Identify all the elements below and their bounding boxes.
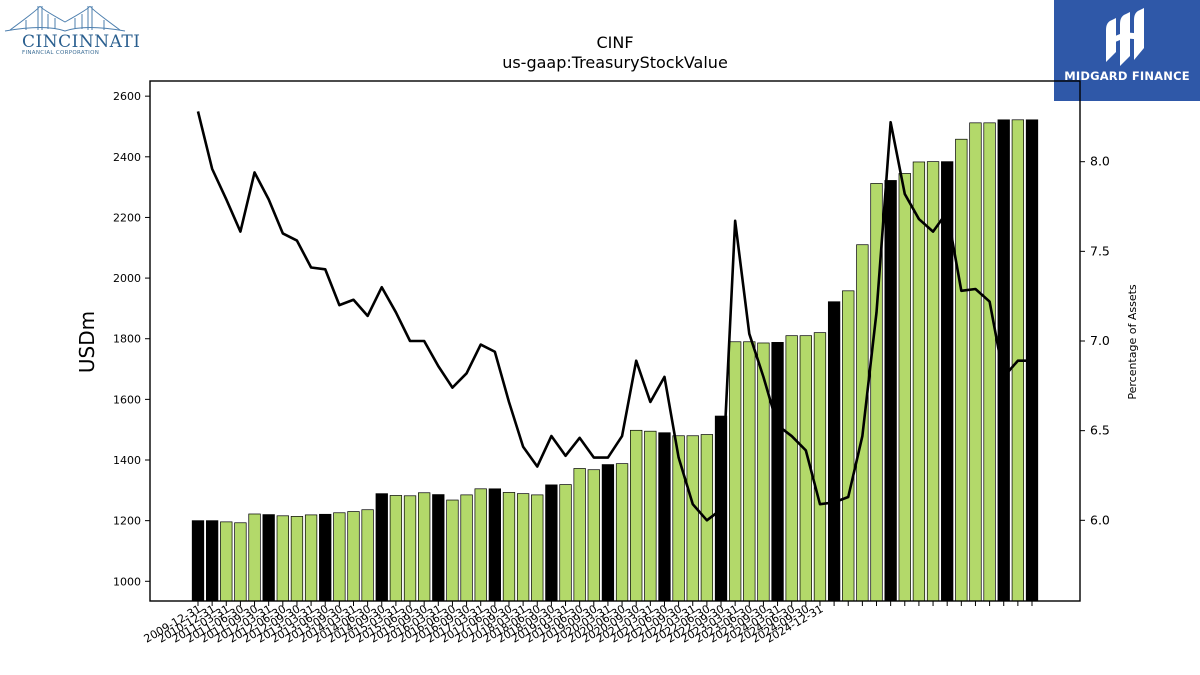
bar (234, 522, 247, 602)
bar (644, 430, 657, 602)
bar (573, 468, 586, 602)
bar (615, 463, 629, 602)
bar (630, 429, 643, 602)
bar (403, 495, 417, 602)
bar (827, 301, 841, 602)
bar (347, 511, 360, 602)
company-subtitle: FINANCIAL CORPORATION (22, 50, 100, 56)
bar (884, 180, 897, 602)
y-tick-label: 1200 (113, 515, 141, 528)
bar (587, 469, 600, 602)
bar (375, 493, 388, 602)
bar (446, 499, 459, 602)
bar (658, 432, 671, 602)
bar (191, 520, 205, 602)
chart-subtitle: us-gaap:TreasuryStockValue (502, 53, 728, 72)
bar (220, 521, 233, 602)
plot-frame (149, 80, 1081, 602)
bar (205, 520, 219, 602)
y-tick-label: 2400 (113, 151, 141, 164)
bar (418, 492, 431, 602)
y2-tick-label: 6.5 (1090, 423, 1110, 438)
y-tick-label: 2000 (113, 272, 141, 285)
bar (389, 495, 403, 602)
bar (559, 484, 572, 602)
bar (686, 435, 699, 602)
y-tick-label: 2200 (113, 211, 141, 224)
y2-tick-label: 7.5 (1090, 243, 1110, 258)
bar (898, 173, 911, 602)
company-name: CINCINNATI (22, 32, 141, 52)
bar (729, 341, 742, 602)
bar (516, 493, 530, 602)
bar (460, 494, 473, 602)
bar (912, 161, 926, 602)
bar (771, 342, 784, 602)
bar (304, 514, 318, 602)
y2-tick-label: 8.0 (1090, 154, 1110, 169)
bar (432, 494, 445, 602)
bar (361, 509, 374, 602)
y-tick-label: 1400 (113, 454, 141, 467)
bridge-icon (4, 5, 126, 32)
midgard-emblem-icon (1106, 8, 1144, 66)
midgard-finance-logo: MIDGARD FINANCE (1054, 0, 1200, 101)
bar (842, 290, 855, 602)
chart-title: CINF (596, 33, 633, 52)
bar (290, 516, 304, 602)
y-tick-label: 1000 (113, 575, 141, 588)
percentage-of-assets-line (196, 111, 1032, 522)
bar (276, 515, 289, 602)
bar (502, 492, 516, 602)
bar (743, 341, 756, 602)
brand-name: MIDGARD FINANCE (1064, 69, 1190, 83)
y2-axis-label: Percentage of Assets (1126, 284, 1139, 400)
bar (545, 484, 558, 602)
cincinnati-financial-logo: CINCINNATI FINANCIAL CORPORATION (0, 0, 140, 62)
bar (969, 122, 982, 602)
bar (785, 335, 798, 602)
bar (983, 122, 996, 602)
bar (474, 488, 487, 602)
y-axis-label: USDm (75, 311, 99, 373)
bar (531, 494, 544, 602)
y-tick-label: 1600 (113, 393, 141, 406)
bar (955, 138, 968, 602)
bar (319, 513, 332, 602)
bar (248, 513, 261, 602)
bar (488, 488, 501, 602)
y2-tick-label: 6.0 (1090, 512, 1110, 527)
bar (813, 332, 827, 602)
y-tick-label: 1800 (113, 333, 141, 346)
bar (262, 514, 275, 602)
y-tick-label: 2600 (113, 90, 141, 103)
bar (601, 464, 615, 602)
y2-tick-label: 7.0 (1090, 333, 1110, 348)
bar (856, 244, 869, 602)
bar (333, 512, 346, 602)
bar (757, 342, 770, 602)
